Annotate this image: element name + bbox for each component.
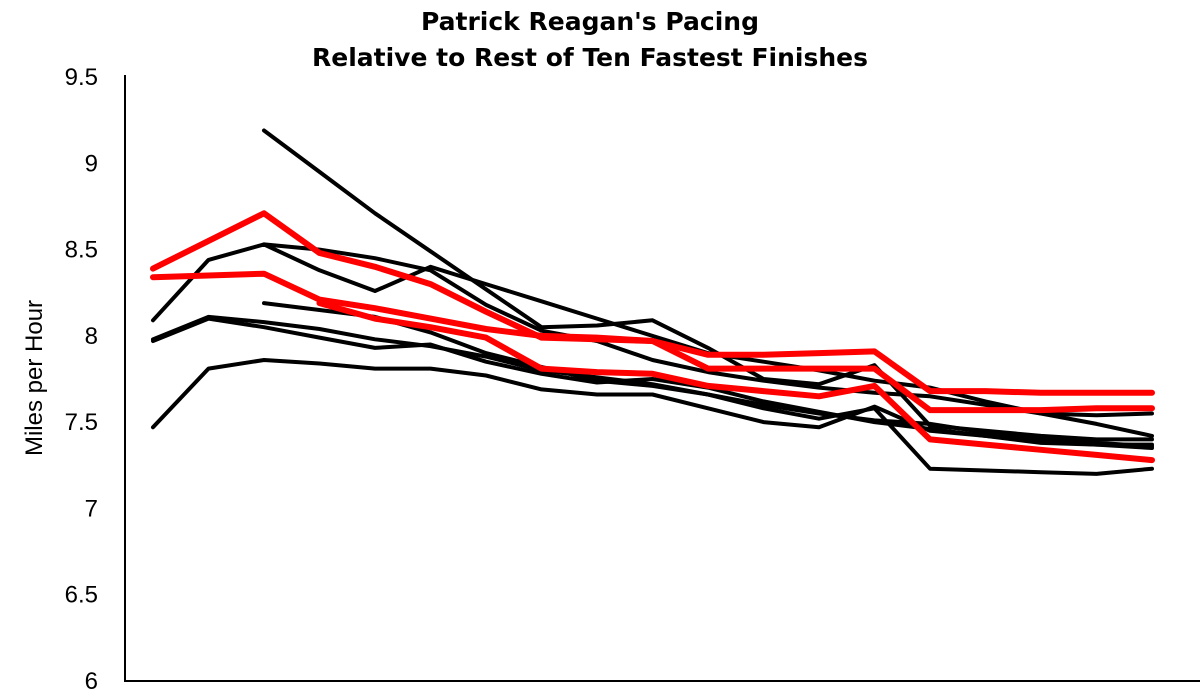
chart-title-line-2: Relative to Rest of Ten Fastest Finishes xyxy=(312,43,868,72)
y-tick-label: 9 xyxy=(85,150,98,177)
series-line-6 xyxy=(151,358,1154,447)
y-tick-label: 8.5 xyxy=(65,237,98,264)
highlight-series-line-8 xyxy=(150,210,1155,396)
y-tick-label: 6 xyxy=(85,668,98,693)
y-tick-label: 7 xyxy=(85,495,98,522)
chart-title-line-1: Patrick Reagan's Pacing xyxy=(420,7,759,36)
y-tick-label: 7.5 xyxy=(65,409,98,436)
series-lines xyxy=(150,128,1155,476)
series-line-2 xyxy=(262,128,1154,442)
chart-title: Patrick Reagan's Pacing Relative to Rest… xyxy=(0,4,1180,76)
y-tick-label: 9.5 xyxy=(65,64,98,91)
y-tick-label: 8 xyxy=(85,323,98,350)
highlight-series-line-9 xyxy=(150,270,1155,414)
highlight-series-line-10 xyxy=(316,300,1155,464)
series-line-1 xyxy=(151,242,1154,438)
y-axis-title: Miles per Hour xyxy=(21,300,48,456)
y-axis-ticks: 6 6.5 7 7.5 8 8.5 9 9.5 xyxy=(65,64,98,693)
y-tick-label: 6.5 xyxy=(65,582,98,609)
